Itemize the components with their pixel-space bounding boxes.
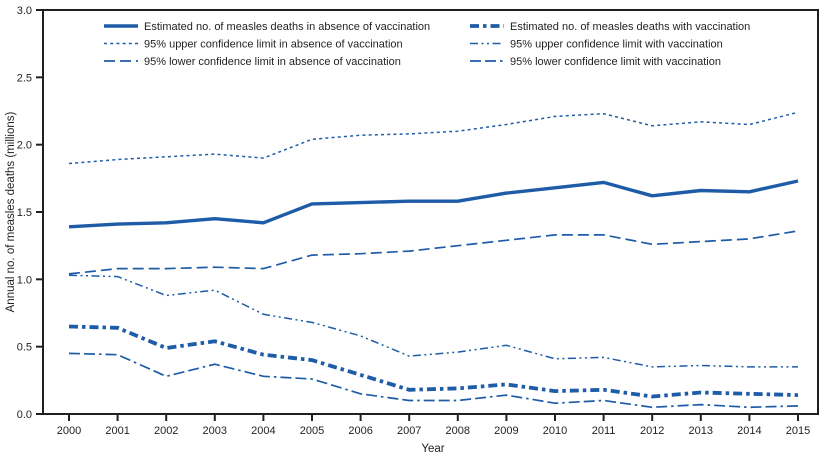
x-tick-label: 2007 — [397, 425, 421, 437]
line-no_vacc_lower — [68, 230, 799, 275]
x-tick-label: 2003 — [203, 425, 227, 437]
legend-label-no_vacc_lower: 95% lower confidence limit in absence of… — [144, 56, 401, 68]
x-tick-label: 2000 — [57, 425, 81, 437]
x-tick-label: 2005 — [300, 425, 324, 437]
x-tick-label: 2012 — [640, 425, 664, 437]
line-no_vacc_upper — [68, 111, 799, 165]
x-tick-label: 2008 — [446, 425, 470, 437]
y-tick-label: 0.5 — [17, 342, 32, 354]
legend-label-no_vacc_upper: 95% upper confidence limit in absence of… — [144, 39, 403, 51]
axis-ticks: 0.0 0.5 1.0 1.5 2.0 2.5 3.0 2000 2001 2002 2003 200… — [17, 5, 811, 437]
x-axis-title: Year — [421, 443, 444, 455]
line-vacc_est — [68, 324, 799, 399]
x-tick-label: 2010 — [543, 425, 567, 437]
y-axis-title: Annual no. of measles deaths (millions) — [5, 111, 17, 312]
x-tick-label: 2009 — [494, 425, 518, 437]
x-tick-label: 2001 — [105, 425, 129, 437]
legend-item-vacc_upper: 95% upper confidence limit with vaccinat… — [470, 39, 723, 51]
legend-label-vacc_upper: 95% upper confidence limit with vaccinat… — [510, 39, 723, 51]
x-tick-label: 2002 — [154, 425, 178, 437]
line-no_vacc_est — [68, 179, 799, 229]
x-tick-label: 2015 — [786, 425, 810, 437]
x-tick-label: 2014 — [737, 425, 761, 437]
y-tick-label: 3.0 — [17, 5, 32, 17]
y-tick-label: 1.5 — [17, 207, 32, 219]
legend-item-no_vacc_lower: 95% lower confidence limit in absence of… — [104, 56, 401, 68]
legend-label-vacc_lower: 95% lower confidence limit with vaccinat… — [510, 56, 721, 68]
legend-label-no_vacc_est: Estimated no. of measles deaths in absen… — [144, 21, 430, 33]
legend-item-no_vacc_upper: 95% upper confidence limit in absence of… — [104, 39, 403, 51]
legend-item-vacc_lower: 95% lower confidence limit with vaccinat… — [470, 56, 721, 68]
y-tick-label: 2.5 — [17, 72, 32, 84]
y-tick-label: 2.0 — [17, 140, 32, 152]
data-series — [68, 111, 799, 409]
x-tick-label: 2006 — [348, 425, 372, 437]
plot-frame — [42, 9, 819, 415]
x-tick-label: 2013 — [689, 425, 713, 437]
legend-item-no_vacc_est: Estimated no. of measles deaths in absen… — [104, 21, 430, 33]
chart-legend: Estimated no. of measles deaths in absen… — [104, 21, 750, 68]
x-tick-label: 2011 — [592, 425, 616, 437]
legend-label-vacc_est: Estimated no. of measles deaths with vac… — [510, 21, 750, 33]
y-tick-label: 1.0 — [17, 274, 32, 286]
y-tick-label: 0.0 — [17, 409, 32, 421]
x-tick-label: 2004 — [251, 425, 275, 437]
line-vacc_upper — [68, 274, 798, 368]
legend-item-vacc_est: Estimated no. of measles deaths with vac… — [470, 21, 750, 33]
line-vacc_lower — [68, 352, 799, 409]
